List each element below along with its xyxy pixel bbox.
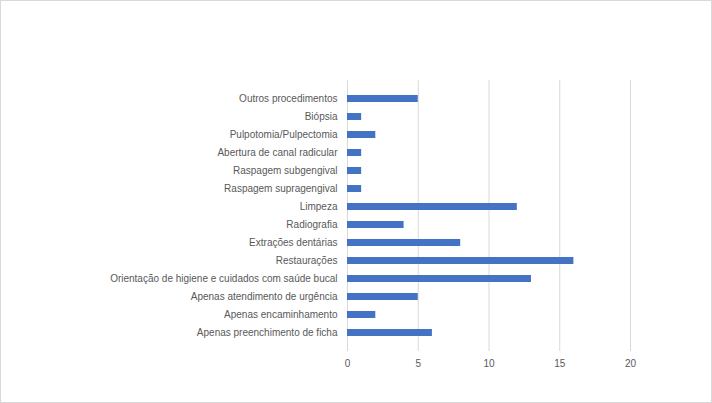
svg-text:10: 10 xyxy=(483,358,495,369)
svg-text:Orientação de higiene e cuidad: Orientação de higiene e cuidados com saú… xyxy=(110,273,337,284)
svg-text:Outros procedimentos: Outros procedimentos xyxy=(239,93,337,104)
svg-text:15: 15 xyxy=(554,358,566,369)
svg-text:5: 5 xyxy=(415,358,421,369)
svg-text:Abertura de canal radicular: Abertura de canal radicular xyxy=(217,147,338,158)
svg-text:Apenas atendimento de urgência: Apenas atendimento de urgência xyxy=(191,291,338,302)
svg-text:Apenas encaminhamento: Apenas encaminhamento xyxy=(224,309,338,320)
svg-text:Apenas preenchimento de ficha: Apenas preenchimento de ficha xyxy=(197,327,338,338)
svg-text:Limpeza: Limpeza xyxy=(300,201,338,212)
svg-text:Pulpotomia/Pulpectomia: Pulpotomia/Pulpectomia xyxy=(230,129,338,140)
svg-text:Biópsia: Biópsia xyxy=(305,111,338,122)
svg-text:Restaurações: Restaurações xyxy=(276,255,338,266)
svg-text:Radiografia: Radiografia xyxy=(286,219,338,230)
svg-text:Raspagem supragengival: Raspagem supragengival xyxy=(224,183,337,194)
svg-text:Raspagem subgengival: Raspagem subgengival xyxy=(233,165,338,176)
svg-text:20: 20 xyxy=(625,358,637,369)
svg-text:0: 0 xyxy=(345,358,351,369)
svg-text:Extrações dentárias: Extrações dentárias xyxy=(249,237,337,248)
